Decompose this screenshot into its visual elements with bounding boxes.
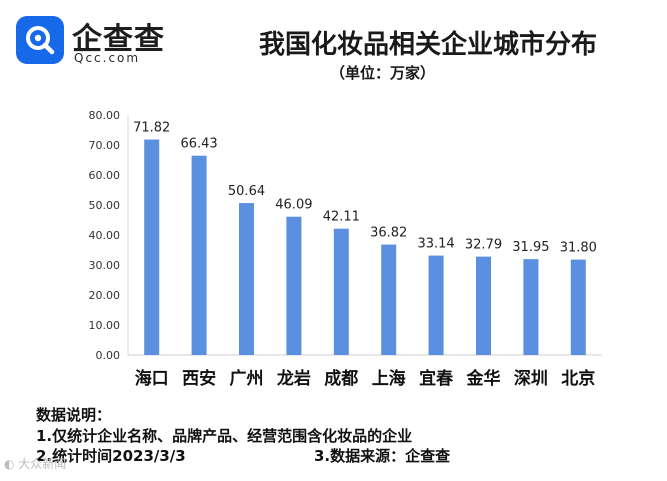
bar-金华 (476, 256, 491, 355)
bar-龙岩 (286, 216, 302, 355)
data-label: 46.09 (275, 198, 312, 213)
x-category-label: 北京 (561, 368, 595, 389)
brand-domain: Qcc.com (74, 51, 141, 65)
y-tick-label: 20.00 (89, 289, 121, 302)
bar-西安 (191, 155, 207, 355)
y-tick-label: 60.00 (89, 169, 121, 182)
watermark-text: 大众新闻 (18, 457, 67, 471)
x-category-label: 成都 (324, 368, 358, 389)
bar-深圳 (523, 259, 539, 355)
data-label: 71.82 (133, 121, 170, 136)
x-category-label: 宜春 (419, 368, 453, 389)
data-label: 50.64 (228, 184, 265, 199)
bar-广州 (239, 203, 254, 355)
chart-title: 我国化妆品相关企业城市分布 (258, 30, 597, 60)
notes-line-1: 1.仅统计企业名称、品牌产品、经营范围含化妆品的企业 (36, 427, 413, 445)
data-label: 42.11 (323, 210, 360, 225)
x-category-label: 广州 (230, 368, 264, 389)
notes-heading: 数据说明： (36, 406, 112, 424)
watermark: ◐ 大众新闻 (4, 455, 66, 472)
y-tick-label: 10.00 (89, 319, 121, 332)
y-tick-label: 0.00 (96, 349, 121, 362)
bar-chart: 0.00 10.00 20.00 30.00 40.00 50.00 60.00 70.00 8… (89, 109, 602, 389)
y-tick-label: 70.00 (89, 139, 121, 152)
y-tick-label: 80.00 (89, 109, 121, 122)
x-category-label: 海口 (135, 368, 169, 389)
data-label: 33.14 (417, 237, 454, 252)
y-tick-label: 40.00 (89, 229, 121, 242)
data-label: 32.79 (465, 238, 502, 253)
data-label: 36.82 (370, 226, 407, 241)
x-category-label: 深圳 (514, 368, 548, 389)
chart-unit: （单位：万家） (330, 64, 436, 82)
watermark-icon: ◐ (4, 457, 19, 471)
data-label: 31.80 (560, 241, 597, 256)
bar-成都 (333, 228, 349, 355)
y-tick-label: 30.00 (89, 259, 121, 272)
x-category-label: 西安 (182, 368, 216, 389)
x-category-label: 龙岩 (276, 368, 311, 389)
x-category-label: 上海 (372, 368, 406, 389)
notes-line-2: 2.统计时间2023/3/3 (36, 447, 186, 465)
brand-name: 企查查 (72, 22, 165, 57)
data-label: 31.95 (512, 240, 549, 255)
y-tick-label: 50.00 (89, 199, 121, 212)
qcc-logo-icon (16, 16, 64, 64)
bar-上海 (381, 244, 397, 355)
x-category-label: 金华 (466, 368, 501, 389)
notes-line-3: 3.数据来源：企查查 (314, 447, 451, 465)
data-label: 66.43 (180, 137, 217, 152)
brand-logo: 企查查 Qcc.com (16, 14, 206, 70)
bar-宜春 (428, 255, 444, 355)
bar-海口 (144, 139, 160, 355)
bar-北京 (570, 259, 586, 355)
